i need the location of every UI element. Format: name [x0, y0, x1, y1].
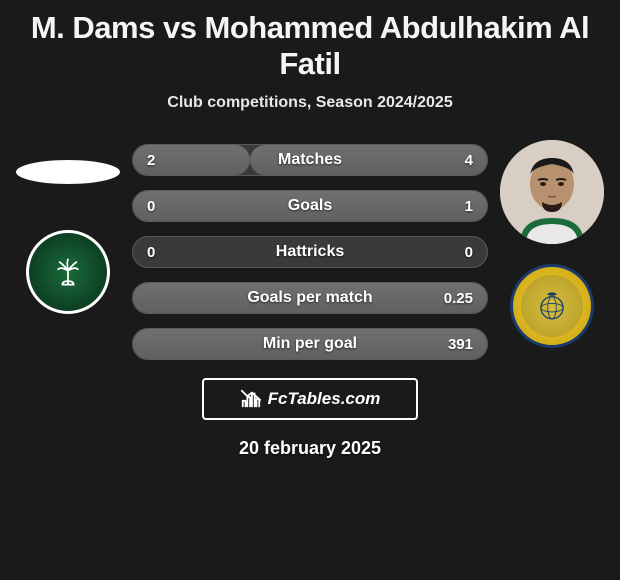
palm-tree-icon [54, 258, 82, 286]
left-player-photo [16, 160, 120, 184]
stat-value-right: 391 [448, 336, 473, 353]
stat-label: Goals per match [247, 289, 372, 307]
left-club-badge [26, 230, 110, 314]
stat-value-right: 1 [465, 198, 473, 215]
left-player-column [12, 140, 124, 314]
player-avatar-icon [500, 140, 604, 244]
comparison-title: M. Dams vs Mohammed Abdulhakim Al Fatil [8, 10, 612, 82]
comparison-subtitle: Club competitions, Season 2024/2025 [8, 94, 612, 112]
stat-label: Hattricks [276, 243, 344, 261]
right-club-badge [510, 264, 594, 348]
stat-value-right: 0 [465, 244, 473, 261]
stats-bars: 2 Matches 4 0 Goals 1 0 Hattricks 0 Goals per mat… [132, 140, 488, 360]
date-label: 20 february 2025 [8, 438, 612, 459]
stat-value-left: 2 [147, 152, 155, 169]
stat-row: Goals per match 0.25 [132, 282, 488, 314]
stat-label: Min per goal [263, 335, 357, 353]
stat-row: 2 Matches 4 [132, 144, 488, 176]
stat-value-left: 0 [147, 244, 155, 261]
globe-icon [535, 289, 569, 323]
stat-value-right: 4 [465, 152, 473, 169]
brand-label: FcTables.com [268, 389, 381, 409]
stat-row: Min per goal 391 [132, 328, 488, 360]
right-player-photo [500, 140, 604, 244]
stat-value-right: 0.25 [444, 290, 473, 307]
right-player-column [496, 140, 608, 348]
stat-value-left: 0 [147, 198, 155, 215]
stat-label: Matches [278, 151, 342, 169]
stat-row: 0 Goals 1 [132, 190, 488, 222]
stat-row: 0 Hattricks 0 [132, 236, 488, 268]
stat-label: Goals [288, 197, 332, 215]
chart-icon [240, 388, 262, 410]
stats-area: 2 Matches 4 0 Goals 1 0 Hattricks 0 Goals per mat… [8, 140, 612, 360]
brand-box[interactable]: FcTables.com [202, 378, 418, 420]
